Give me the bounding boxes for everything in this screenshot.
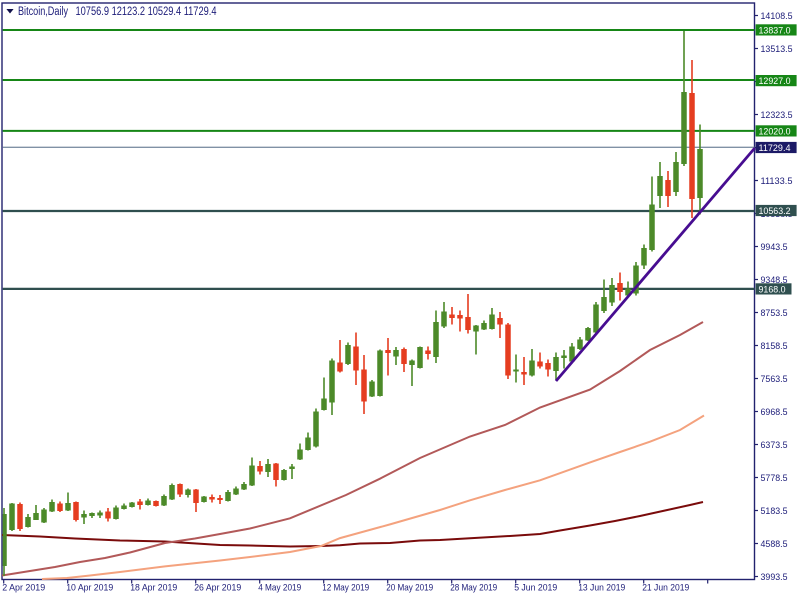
svg-text:26 Apr 2019: 26 Apr 2019	[194, 583, 241, 594]
svg-text:12020.0: 12020.0	[759, 126, 791, 137]
svg-text:12927.0: 12927.0	[759, 76, 791, 87]
svg-text:4 May 2019: 4 May 2019	[258, 583, 301, 594]
svg-text:6373.5: 6373.5	[761, 440, 788, 451]
svg-text:7563.5: 7563.5	[761, 374, 788, 385]
svg-text:28 May 2019: 28 May 2019	[450, 583, 497, 594]
svg-text:14108.5: 14108.5	[761, 11, 793, 22]
svg-text:20 May 2019: 20 May 2019	[386, 583, 433, 594]
svg-text:8158.5: 8158.5	[761, 341, 788, 352]
svg-text:11133.5: 11133.5	[761, 176, 793, 187]
svg-text:8753.5: 8753.5	[761, 308, 788, 319]
svg-text:5778.5: 5778.5	[761, 473, 788, 484]
svg-text:9348.5: 9348.5	[761, 275, 788, 286]
svg-text:5 Jun 2019: 5 Jun 2019	[514, 583, 557, 594]
svg-text:3993.5: 3993.5	[761, 572, 788, 583]
svg-text:13837.0: 13837.0	[759, 25, 791, 36]
svg-text:Bitcoin,Daily: Bitcoin,Daily	[18, 6, 68, 18]
svg-text:6968.5: 6968.5	[761, 407, 788, 418]
svg-text:12 May 2019: 12 May 2019	[322, 583, 369, 594]
svg-text:21 Jun 2019: 21 Jun 2019	[642, 583, 689, 594]
svg-text:4588.5: 4588.5	[761, 539, 788, 550]
svg-text:9943.5: 9943.5	[761, 242, 788, 253]
svg-text:10 Apr 2019: 10 Apr 2019	[66, 583, 113, 594]
svg-text:18 Apr 2019: 18 Apr 2019	[130, 583, 177, 594]
svg-text:10756.9 12123.2 10529.4 11729.: 10756.9 12123.2 10529.4 11729.4	[76, 6, 217, 18]
svg-text:2 Apr 2019: 2 Apr 2019	[2, 583, 45, 594]
svg-text:10563.2: 10563.2	[759, 206, 791, 217]
svg-text:5183.5: 5183.5	[761, 506, 788, 517]
svg-text:13 Jun 2019: 13 Jun 2019	[578, 583, 625, 594]
svg-text:9168.0: 9168.0	[759, 284, 786, 295]
svg-text:12323.5: 12323.5	[761, 110, 793, 121]
svg-text:13513.5: 13513.5	[761, 44, 793, 55]
svg-text:11729.4: 11729.4	[759, 143, 791, 154]
